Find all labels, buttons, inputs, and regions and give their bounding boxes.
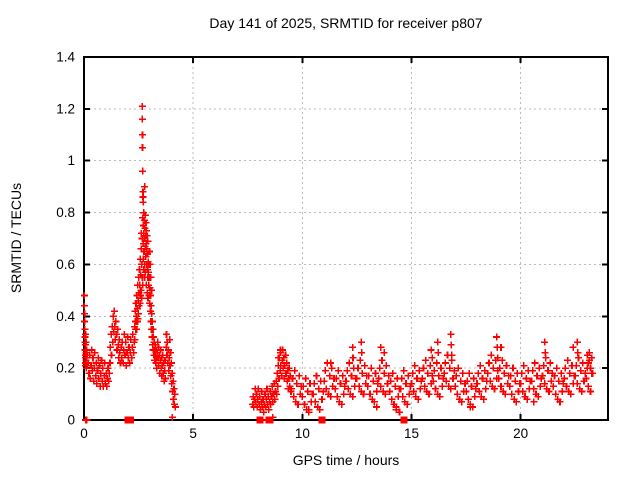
svg-text:0.4: 0.4 (56, 309, 75, 324)
y-axis-label: SRMTID / TECUs (8, 183, 24, 293)
grid-lines (84, 57, 608, 420)
scatter-points (80, 102, 597, 424)
svg-text:5: 5 (189, 426, 197, 441)
svg-text:1.2: 1.2 (56, 101, 75, 116)
svg-text:0: 0 (67, 413, 75, 428)
svg-text:1: 1 (67, 153, 75, 168)
plot-border (83, 56, 609, 421)
svg-text:0: 0 (80, 426, 88, 441)
svg-text:15: 15 (404, 426, 419, 441)
svg-text:0.2: 0.2 (56, 361, 75, 376)
flag-squares (124, 416, 408, 424)
svg-text:0.6: 0.6 (56, 257, 75, 272)
chart-title: Day 141 of 2025, SRMTID for receiver p80… (209, 15, 482, 31)
x-axis-label: GPS time / hours (293, 452, 400, 468)
svg-text:10: 10 (295, 426, 310, 441)
svg-text:1.4: 1.4 (56, 50, 75, 65)
x-tick-labels: 0 5 10 15 20 (80, 426, 528, 441)
svg-text:0.8: 0.8 (56, 205, 75, 220)
y-tick-labels: 0 0.2 0.4 0.6 0.8 1 1.2 1.4 (56, 50, 75, 428)
svg-text:20: 20 (513, 426, 528, 441)
tick-marks (83, 56, 608, 421)
